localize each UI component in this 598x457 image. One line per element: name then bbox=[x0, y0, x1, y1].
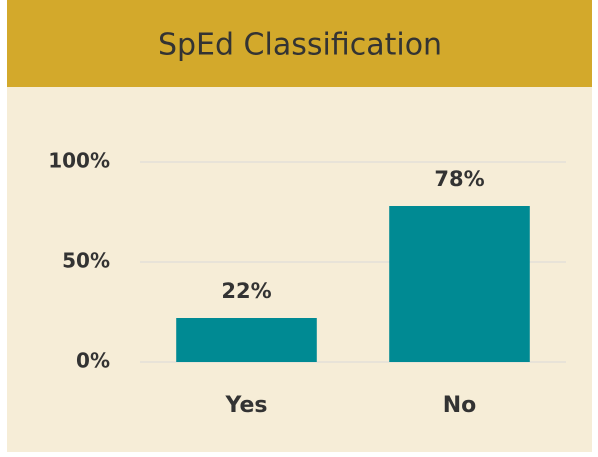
y-tick-label: 50% bbox=[62, 249, 110, 273]
data-label: 78% bbox=[434, 167, 484, 191]
bar bbox=[176, 318, 317, 362]
header-band bbox=[7, 0, 592, 87]
x-tick-label: No bbox=[443, 393, 477, 418]
chart-title: SpEd Classification bbox=[158, 28, 442, 63]
x-tick-label: Yes bbox=[225, 393, 268, 418]
y-tick-label: 100% bbox=[48, 149, 110, 173]
y-tick-label: 0% bbox=[76, 349, 110, 373]
data-label: 22% bbox=[221, 279, 271, 303]
bar bbox=[389, 206, 530, 362]
